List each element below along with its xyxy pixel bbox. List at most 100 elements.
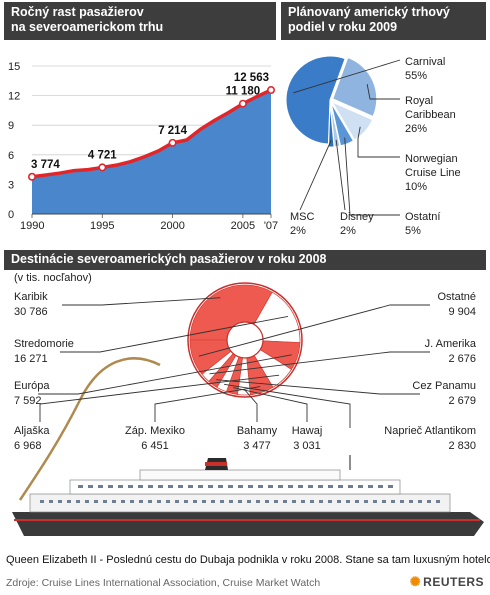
window (388, 485, 393, 488)
destination-value: 6 968 (14, 440, 42, 452)
window (98, 485, 103, 488)
window (228, 485, 233, 488)
data-point-label: 7 214 (158, 125, 187, 137)
window (378, 485, 383, 488)
window (168, 485, 173, 488)
porthole (409, 500, 413, 503)
destination-leader-line (38, 354, 292, 395)
destination-leader-line (209, 351, 430, 375)
porthole (355, 500, 359, 503)
data-point-label: 12 563 (234, 72, 269, 84)
porthole (319, 500, 323, 503)
ship-hull (12, 512, 484, 536)
porthole (229, 500, 233, 503)
x-tick-label: 1995 (90, 220, 114, 232)
porthole (85, 500, 89, 503)
pie-leader-line (293, 59, 401, 94)
pie-slice-label: Caribbean (405, 109, 456, 121)
market-share-pie: Carnival 55% Royal Caribbean 26% Norwegian Cru… (285, 55, 461, 237)
data-point-label: 3 774 (31, 159, 60, 171)
share-chart-title: Plánovaný americký trhový podiel v roku … (281, 2, 486, 40)
destination-label: Cez Panamu (412, 380, 476, 392)
data-point-label: 11 180 (226, 86, 261, 98)
x-tick-label: 2005 (231, 220, 255, 232)
window (338, 485, 343, 488)
growth-chart-title: Ročný rast pasažierov na severoamerickom… (4, 2, 276, 40)
window (328, 485, 333, 488)
porthole (193, 500, 197, 503)
destination-leader-line (60, 315, 289, 353)
reuters-logo-icon: ✺ (409, 574, 422, 589)
window (348, 485, 353, 488)
window (88, 485, 93, 488)
pie-slice-value: 2% (290, 225, 306, 237)
pie-slice-value: 26% (405, 123, 427, 135)
pie-slice-label: Disney (340, 211, 374, 223)
destination-label: J. Amerika (425, 338, 477, 350)
ship-portholes (40, 485, 440, 503)
porthole (130, 500, 134, 503)
area-series-fill (32, 90, 271, 214)
destination-value: 30 786 (14, 306, 48, 318)
share-title-line1: Plánovaný americký trhový (288, 5, 450, 19)
destination-value: 9 904 (448, 306, 476, 318)
destination-leader-line (243, 388, 258, 422)
porthole (94, 500, 98, 503)
porthole (247, 500, 251, 503)
reuters-logo: ✺ REUTERS (410, 574, 484, 590)
ship-deck-upper (139, 469, 341, 481)
destination-leader-line (154, 386, 261, 422)
destination-label: Hawaj (292, 425, 323, 437)
destination-label: Aljaška (14, 425, 50, 437)
destination-leader-line (198, 304, 430, 357)
porthole (400, 500, 404, 503)
pie-leader-line (299, 140, 332, 211)
pie-slice-value: 55% (405, 70, 427, 82)
ship-funnel-stripe (205, 462, 227, 466)
data-point-label: 4 721 (88, 149, 117, 161)
porthole (391, 500, 395, 503)
porthole (310, 500, 314, 503)
destination-label: Naprieč Atlantikom (384, 425, 476, 437)
pie-leader-line (357, 126, 400, 158)
pie-slice-label: MSC (290, 211, 315, 223)
porthole (112, 500, 116, 503)
window (138, 485, 143, 488)
window (188, 485, 193, 488)
pie-slice (285, 55, 346, 145)
window (178, 485, 183, 488)
destination-label: Ostatné (437, 291, 476, 303)
destination-leader-line (224, 383, 351, 428)
pie-slice (332, 56, 378, 118)
data-point-marker (238, 99, 247, 108)
window (278, 485, 283, 488)
porthole (418, 500, 422, 503)
dest-unit-label: (v tis. nocľahov) (14, 272, 92, 284)
pie-slice-value: 5% (405, 225, 421, 237)
porthole (58, 500, 62, 503)
window (358, 485, 363, 488)
destination-value: 6 451 (141, 440, 169, 452)
porthole (256, 500, 260, 503)
share-title-line2: podiel v roku 2009 (288, 20, 398, 34)
lifebuoy-hole (226, 321, 264, 359)
pie-leader-line (366, 84, 400, 100)
destination-leader-line (216, 379, 420, 395)
data-point-marker (27, 172, 36, 181)
ship-illustration (12, 455, 484, 536)
destination-label: Bahamy (237, 425, 278, 437)
x-tick-label: 1990 (20, 220, 44, 232)
porthole (148, 500, 152, 503)
window (198, 485, 203, 488)
y-tick-label: 6 (8, 150, 14, 162)
window (268, 485, 273, 488)
window (368, 485, 373, 488)
pie-leader-line (335, 139, 346, 211)
reuters-logo-text: REUTERS (423, 575, 484, 589)
window (298, 485, 303, 488)
porthole (427, 500, 431, 503)
porthole (328, 500, 332, 503)
destination-leader-line (62, 297, 221, 306)
porthole (301, 500, 305, 503)
porthole (436, 500, 440, 503)
